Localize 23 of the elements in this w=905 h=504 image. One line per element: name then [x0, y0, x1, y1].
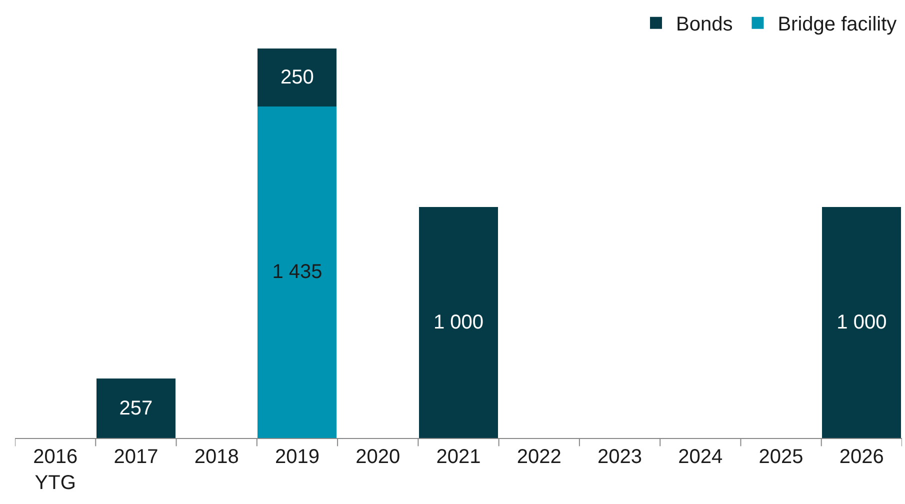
x-tick-label: 2018	[194, 446, 239, 468]
data-label: 1 435	[272, 261, 322, 284]
bar	[96, 378, 176, 438]
x-tick-label: 2019	[274, 446, 320, 468]
x-tick-label: 2017	[114, 446, 158, 468]
bar	[258, 48, 337, 106]
data-label: 1 000	[836, 311, 887, 334]
data-label: 257	[119, 397, 153, 420]
bar	[822, 206, 902, 438]
data-label: 1 000	[433, 311, 484, 334]
legend-label: Bonds	[676, 14, 733, 36]
data-label: 250	[280, 66, 314, 88]
x-tick-label: 2020	[356, 446, 400, 468]
bar	[258, 106, 337, 438]
x-tick-label: 2023	[598, 446, 642, 468]
x-tick-label: 2026	[839, 446, 884, 468]
x-tick-label: 2021	[436, 446, 481, 468]
x-tick-label: 2025	[758, 446, 804, 468]
x-tick-label: 2022	[516, 446, 562, 468]
legend-label: Bridge facility	[778, 14, 897, 36]
x-tick-label: 2016 YTG	[33, 446, 78, 494]
bar	[418, 206, 498, 438]
x-tick-label: 2024	[678, 446, 723, 468]
